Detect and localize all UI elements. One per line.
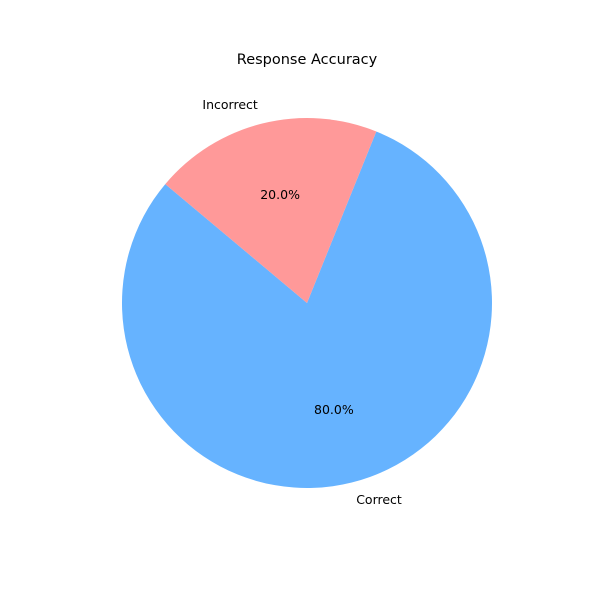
percent-label-incorrect: 20.0% <box>260 187 300 202</box>
pie-slice-correct <box>121 131 492 488</box>
chart-title: Response Accuracy <box>237 52 378 68</box>
slice-label-correct: Correct <box>356 492 402 507</box>
percent-label-correct: 80.0% <box>314 402 354 417</box>
pie-labels: Correct 80.0% Incorrect 20.0% <box>202 97 402 507</box>
slice-label-incorrect: Incorrect <box>202 97 257 112</box>
pie-slices <box>121 117 492 488</box>
pie-slice-incorrect <box>165 117 377 303</box>
